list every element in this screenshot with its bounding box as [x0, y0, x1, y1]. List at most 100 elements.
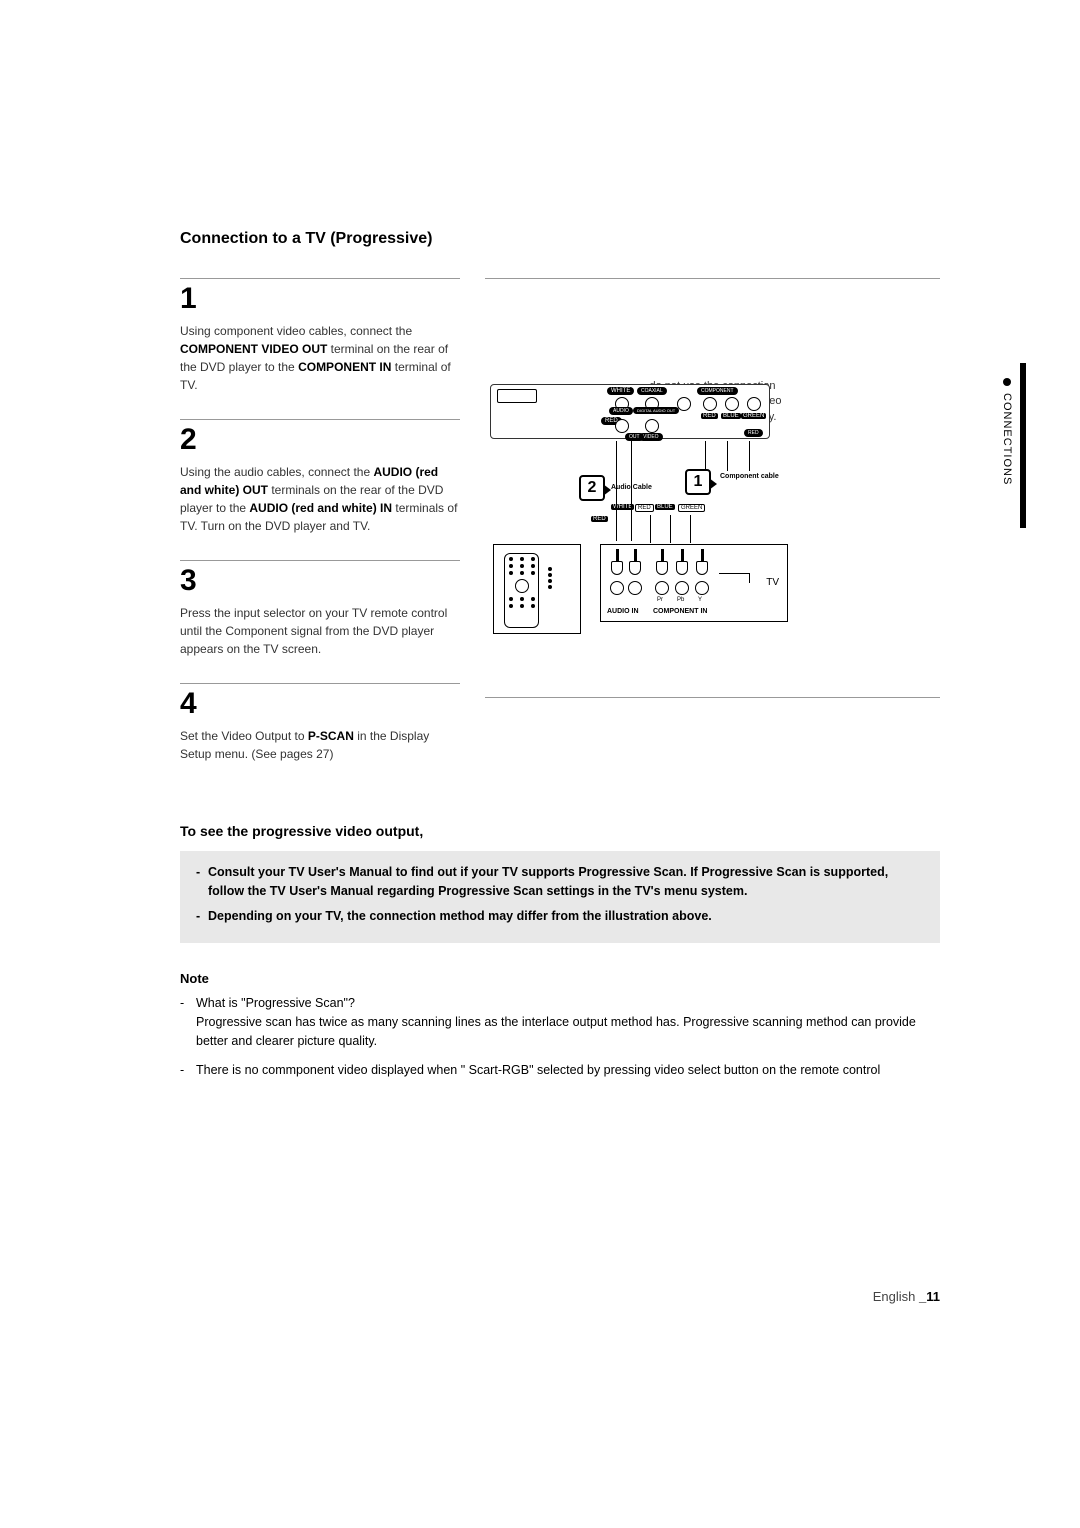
hdmi-port-icon — [677, 397, 691, 411]
dash-icon: - — [196, 863, 208, 901]
note-question: What is "Progressive Scan"? — [196, 996, 355, 1010]
step-2: 2 Using the audio cables, connect the AU… — [180, 419, 460, 535]
label-red: RED — [744, 429, 763, 437]
tv-panel: Pr Pb Y AUDIO IN COMPONENT IN TV — [600, 544, 788, 622]
label-out: OUT — [625, 433, 644, 441]
note-answer: Progressive scan has twice as many scann… — [196, 1015, 916, 1048]
tv-audio-port-icon — [610, 581, 624, 595]
label-red: RED — [701, 413, 718, 419]
bullet-text: Consult your TV User's Manual to find ou… — [208, 863, 924, 901]
text: Using the audio cables, connect the — [180, 465, 373, 479]
bullet-text: Depending on your TV, the connection met… — [208, 907, 712, 926]
tab-dot-icon — [1003, 378, 1011, 386]
connection-diagram: WHITE RED AUDIO COAXIAL DIGITAL AUDIO OU… — [485, 278, 940, 698]
page-footer: English _11 — [873, 1289, 940, 1304]
arrow-icon — [603, 484, 611, 496]
label-component-in: COMPONENT IN — [653, 608, 707, 615]
rca-plug-icon — [656, 549, 668, 577]
label-blue: BLUE — [655, 504, 675, 510]
step-number: 1 — [180, 284, 460, 314]
label-pr: Pr — [657, 597, 663, 603]
label-audio: AUDIO — [609, 407, 633, 415]
cable-line — [616, 441, 617, 541]
step-number: 2 — [180, 425, 460, 455]
bold-text: COMPONENT VIDEO OUT — [180, 342, 327, 356]
rca-plug-icon — [676, 549, 688, 577]
rca-plug-icon — [629, 549, 641, 577]
label-pb: Pb — [677, 597, 684, 603]
label-green: GREEN — [741, 413, 766, 419]
tv-label: TV — [766, 577, 779, 588]
connector-line — [749, 573, 750, 583]
remote-control-diagram — [493, 544, 581, 634]
label-green: GREEN — [678, 504, 705, 512]
component-red-port-icon — [703, 397, 717, 411]
step-text: Set the Video Output to P-SCAN in the Di… — [180, 727, 460, 763]
step-4: 4 Set the Video Output to P-SCAN in the … — [180, 683, 460, 763]
label-red: RED — [591, 516, 608, 522]
section-tab: CONNECTIONS — [998, 378, 1016, 508]
bullet-item: - Depending on your TV, the connection m… — [196, 907, 924, 926]
cable-line — [650, 515, 651, 543]
dpad-icon — [515, 579, 529, 593]
note-text: What is "Progressive Scan"? Progressive … — [196, 994, 940, 1050]
bullet-item: - Consult your TV User's Manual to find … — [196, 863, 924, 901]
audio-red-port-icon — [615, 419, 629, 433]
rca-plug-icon — [696, 549, 708, 577]
two-column-layout: 1 Using component video cables, connect … — [180, 278, 940, 788]
step-3: 3 Press the input selector on your TV re… — [180, 560, 460, 658]
footer-page-number: _11 — [919, 1289, 940, 1304]
label-audio-in: AUDIO IN — [607, 608, 639, 615]
diagram-column: WHITE RED AUDIO COAXIAL DIGITAL AUDIO OU… — [485, 278, 940, 788]
label-blue: BLUE — [721, 413, 741, 419]
step-1: 1 Using component video cables, connect … — [180, 278, 460, 394]
dash-icon: - — [196, 907, 208, 926]
bold-text: P-SCAN — [308, 729, 354, 743]
label-digital-audio: DIGITAL AUDIO OUT — [633, 407, 679, 414]
component-blue-port-icon — [725, 397, 739, 411]
cable-line — [705, 441, 706, 471]
cable-line — [631, 441, 632, 541]
footer-language: English — [873, 1289, 919, 1304]
cable-line — [670, 515, 671, 543]
cable-line — [727, 441, 728, 471]
bold-text: AUDIO (red and white) IN — [249, 501, 392, 515]
cable-line — [749, 441, 750, 471]
arrow-icon — [709, 478, 717, 490]
bold-text: COMPONENT IN — [298, 360, 391, 374]
text: Set the Video Output to — [180, 729, 308, 743]
tv-audio-port-icon — [628, 581, 642, 595]
callout-1: 1 — [685, 469, 711, 495]
steps-column: 1 Using component video cables, connect … — [180, 278, 460, 788]
video-port-icon — [645, 419, 659, 433]
label-component: COMPONENT — [697, 387, 738, 395]
section-title: Connection to a TV (Progressive) — [180, 230, 940, 248]
cable-line — [690, 515, 691, 543]
remote-detail-icon — [546, 565, 574, 620]
dash-icon: - — [180, 1061, 196, 1080]
tv-component-port-icon — [655, 581, 669, 595]
callout-2: 2 — [579, 475, 605, 501]
section-tab-bar — [1020, 363, 1026, 528]
component-cable-label: Component cable — [720, 473, 779, 480]
dash-icon: - — [180, 994, 196, 1050]
tv-component-port-icon — [675, 581, 689, 595]
label-y: Y — [698, 597, 702, 603]
connector-line — [719, 573, 749, 574]
step-text: Press the input selector on your TV remo… — [180, 604, 460, 658]
step-number: 4 — [180, 689, 460, 719]
step-number: 3 — [180, 566, 460, 596]
text: Press the input selector on your TV remo… — [180, 606, 447, 656]
callout-num: 2 — [588, 479, 597, 496]
label-coaxial: COAXIAL — [637, 387, 667, 395]
note-text: There is no commponent video displayed w… — [196, 1061, 880, 1080]
tv-component-port-icon — [695, 581, 709, 595]
manual-page: Connection to a TV (Progressive) 1 Using… — [180, 230, 940, 1089]
diagram-graphics: WHITE RED AUDIO COAXIAL DIGITAL AUDIO OU… — [485, 289, 940, 669]
note-item: - There is no commponent video displayed… — [180, 1061, 940, 1080]
port-group: WHITE RED AUDIO COAXIAL DIGITAL AUDIO OU… — [609, 389, 767, 437]
callout-num: 1 — [694, 473, 703, 490]
rca-plug-icon — [611, 549, 623, 577]
ac-inlet-icon — [497, 389, 537, 403]
tab-label: CONNECTIONS — [1001, 393, 1013, 485]
